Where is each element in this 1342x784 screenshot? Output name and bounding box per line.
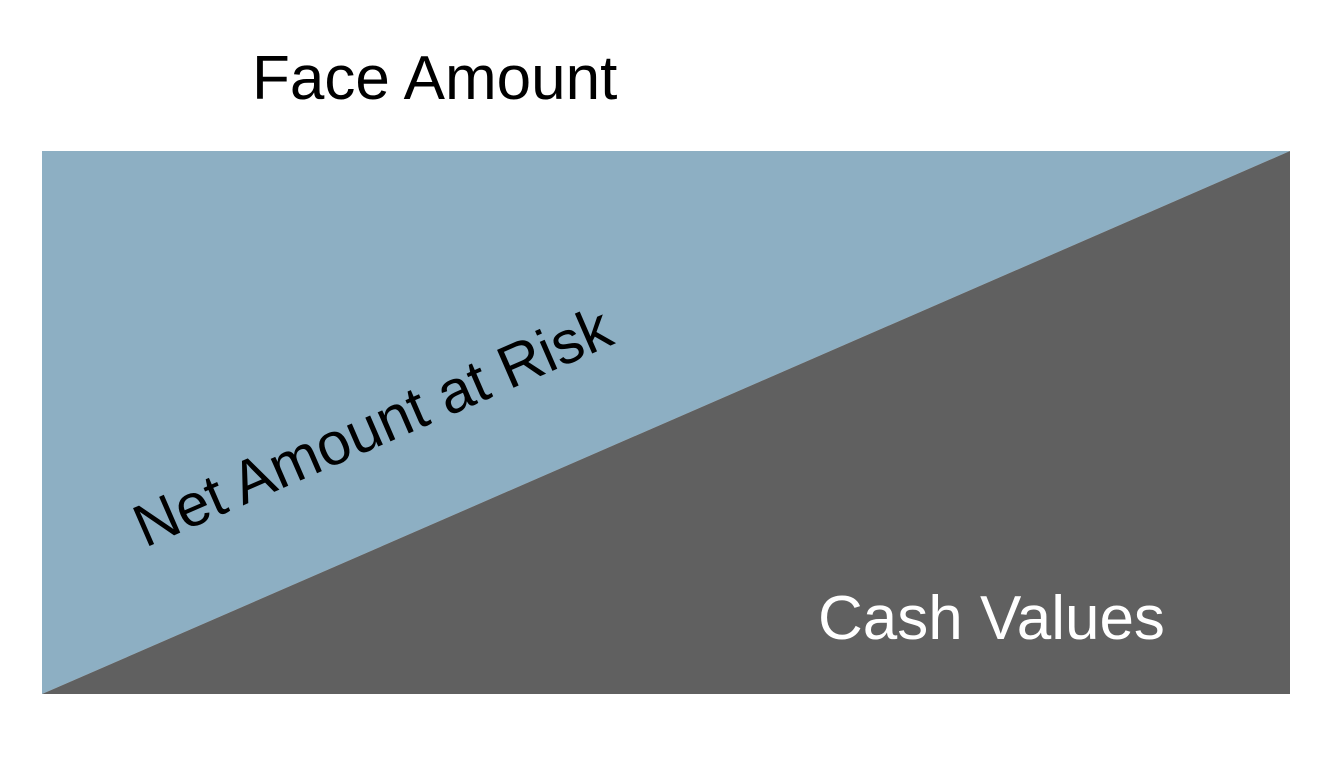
cash-values-label: Cash Values [818,584,1165,653]
face-amount-label: Face Amount [252,44,617,113]
cash-values-region [42,151,1290,694]
